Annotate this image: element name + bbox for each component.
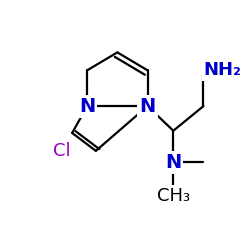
Text: N: N bbox=[79, 96, 95, 116]
Text: N: N bbox=[165, 152, 182, 172]
Text: NH₂: NH₂ bbox=[204, 61, 241, 79]
Text: N: N bbox=[140, 96, 156, 116]
Text: Cl: Cl bbox=[52, 142, 70, 160]
Text: CH₃: CH₃ bbox=[157, 187, 190, 205]
